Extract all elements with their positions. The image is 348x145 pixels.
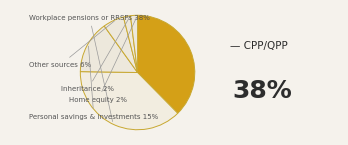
Text: Workplace pensions or RRSPs 38%: Workplace pensions or RRSPs 38% bbox=[29, 14, 150, 122]
Text: 38%: 38% bbox=[232, 79, 292, 103]
Wedge shape bbox=[130, 15, 137, 72]
Text: Other sources 6%: Other sources 6% bbox=[29, 21, 114, 68]
Wedge shape bbox=[137, 15, 195, 113]
Wedge shape bbox=[104, 17, 137, 72]
Text: Personal savings & investments 15%: Personal savings & investments 15% bbox=[29, 46, 158, 120]
Wedge shape bbox=[124, 16, 137, 72]
Text: — CPP/QPP: — CPP/QPP bbox=[230, 41, 287, 51]
Text: Home equity 2%: Home equity 2% bbox=[69, 18, 136, 103]
Wedge shape bbox=[80, 26, 137, 72]
Text: Inheritance 2%: Inheritance 2% bbox=[61, 18, 129, 92]
Wedge shape bbox=[80, 72, 178, 130]
